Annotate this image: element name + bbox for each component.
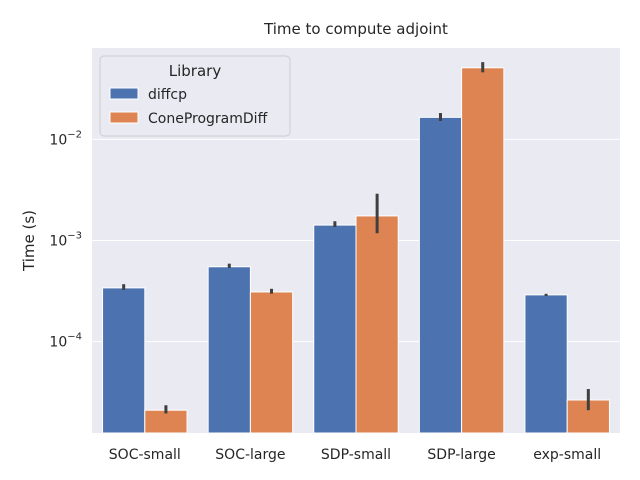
legend-swatch-ConeProgramDiff (109, 111, 139, 124)
legend: Library diffcp ConeProgramDiff (99, 55, 291, 137)
legend-title: Library (169, 62, 222, 80)
x-tick-label: exp-small (533, 447, 601, 463)
bar-diffcp-SOC-small (102, 287, 146, 434)
legend-label-ConeProgramDiff: ConeProgramDiff (148, 111, 268, 127)
legend-swatch-diffcp (109, 87, 139, 100)
bar-diffcp-exp-small (524, 294, 568, 434)
x-tick-labels: SOC-small SOC-large SDP-small SDP-large exp-… (109, 447, 601, 463)
x-tick-label: SOC-small (109, 447, 181, 463)
y-tick-label: 10−4 (49, 332, 82, 351)
x-tick-label: SDP-large (427, 447, 495, 463)
x-tick-label: SOC-large (215, 447, 285, 463)
bar-diffcp-SDP-large (418, 116, 463, 434)
legend-box (99, 55, 291, 137)
bar-ConeProgramDiff-SDP-small (355, 215, 399, 434)
bars (102, 67, 610, 434)
y-tick-label: 10−2 (49, 129, 82, 148)
bar-diffcp-SOC-large (207, 266, 251, 434)
x-tick-label: SDP-small (321, 447, 391, 463)
bar-ConeProgramDiff-SOC-small (144, 409, 188, 434)
y-tick-label: 10−3 (49, 231, 82, 250)
error-bars (122, 62, 590, 414)
bar-ConeProgramDiff-SDP-large (461, 67, 505, 434)
y-tick-labels: 10−4 10−3 10−2 (49, 129, 82, 350)
chart-title: Time to compute adjoint (263, 20, 448, 38)
bar-diffcp-SDP-small (313, 224, 357, 434)
y-axis-label: Time (s) (20, 210, 38, 272)
bar-ConeProgramDiff-SOC-large (249, 291, 294, 434)
legend-label-diffcp: diffcp (148, 87, 187, 103)
